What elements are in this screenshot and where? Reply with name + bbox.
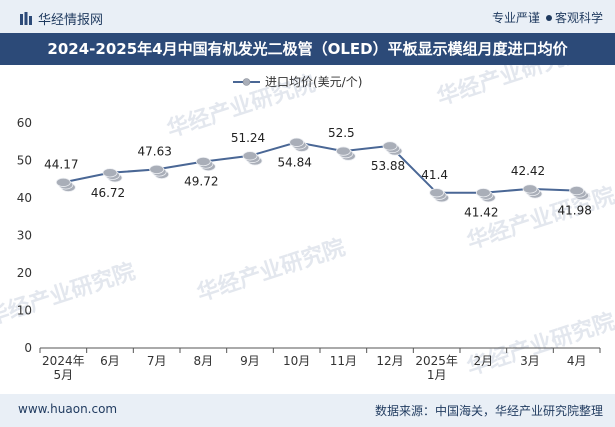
- x-tick-label: 8月: [194, 354, 214, 368]
- data-point-marker: [289, 137, 305, 147]
- x-tick-label: 2025年: [415, 354, 458, 368]
- data-point-marker: [382, 141, 398, 151]
- title-bar: 2024-2025年4月中国有机发光二极管（OLED）平板显示模组月度进口均价: [0, 33, 615, 65]
- brand-logo-icon: [20, 12, 32, 25]
- data-point-marker: [569, 185, 585, 196]
- data-label: 54.84: [277, 155, 311, 169]
- x-tick-label: 12月: [376, 354, 403, 368]
- data-label: 52.5: [328, 126, 355, 140]
- footer-source: 数据来源：中国海关，华经产业研究院整理: [374, 404, 603, 418]
- data-label: 51.24: [231, 131, 265, 145]
- data-point: [475, 188, 496, 203]
- x-tick-label: 11月: [330, 354, 357, 368]
- x-tick-label: 7月: [147, 354, 167, 368]
- tagline: 专业严谨 客观科学: [492, 9, 603, 26]
- x-tick-label: 5月: [54, 368, 74, 382]
- data-label: 41.4: [421, 168, 448, 182]
- tagline-left: 专业严谨: [491, 11, 540, 25]
- data-point: [195, 156, 216, 172]
- data-point-marker: [475, 188, 491, 198]
- brand: 华经情报网: [20, 9, 103, 28]
- y-tick-label: 40: [17, 191, 32, 205]
- footer-band: www.huaon.com 数据来源：中国海关，华经产业研究院整理: [0, 394, 615, 427]
- data-label: 49.72: [184, 175, 218, 189]
- data-point-marker: [335, 146, 351, 156]
- data-label: 53.88: [371, 159, 405, 173]
- footer-url: www.huaon.com: [18, 402, 118, 416]
- data-point-marker: [55, 177, 71, 187]
- data-point-marker: [195, 156, 211, 167]
- x-tick-label: 3月: [520, 354, 540, 368]
- watermark-text: 华经产业研究院: [434, 65, 589, 111]
- x-tick-label: 9月: [240, 354, 260, 368]
- series-layer: 44.17 46.72 47.63 49.72 51.24 54.84 52.5 53.88 4…: [44, 126, 592, 220]
- data-label: 44.17: [44, 157, 78, 171]
- data-point: [289, 137, 310, 152]
- y-tick-label: 50: [17, 154, 32, 168]
- y-tick-label: 20: [17, 266, 32, 280]
- data-point: [429, 188, 450, 203]
- watermark-text: 华经产业研究院: [464, 308, 615, 380]
- legend-label: 进口均价(美元/个): [265, 75, 362, 89]
- data-label: 47.63: [137, 144, 171, 158]
- x-tick-label: 2月: [474, 354, 494, 368]
- brand-name: 华经情报网: [38, 13, 104, 28]
- data-label: 41.98: [557, 204, 591, 218]
- y-tick-label: 0: [24, 341, 32, 355]
- data-label: 41.42: [464, 206, 498, 220]
- y-tick-label: 30: [17, 229, 32, 243]
- data-point-marker: [242, 151, 258, 161]
- data-point: [569, 185, 590, 201]
- data-point: [149, 164, 170, 179]
- data-point: [382, 141, 403, 156]
- bullet-dot-icon: [545, 14, 552, 21]
- data-point-marker: [149, 164, 165, 174]
- x-tick-label: 2024年: [42, 354, 85, 368]
- data-point-marker: [102, 168, 118, 178]
- data-point: [55, 177, 76, 192]
- legend: 进口均价(美元/个): [233, 75, 362, 89]
- watermark-layer: 华经产业研究院 华经产业研究院华经产业研究院华经产业研究院华经产业研究院华经产业研…: [0, 65, 615, 381]
- watermark-text: 华经产业研究院: [194, 234, 349, 306]
- legend-marker-swatch: [242, 78, 251, 86]
- x-tick-label: 1月: [427, 368, 447, 382]
- data-point: [102, 168, 123, 183]
- data-point-marker: [429, 188, 445, 198]
- data-label: 42.42: [511, 164, 545, 178]
- chart-title: 2024-2025年4月中国有机发光二极管（OLED）平板显示模组月度进口均价: [47, 40, 568, 58]
- line-chart: 华经产业研究院 华经产业研究院华经产业研究院华经产业研究院华经产业研究院华经产业研…: [0, 65, 615, 382]
- data-point: [522, 184, 543, 199]
- tagline-right: 客观科学: [554, 11, 603, 25]
- data-point: [335, 146, 356, 161]
- y-tick-label: 10: [17, 304, 32, 318]
- x-tick-label: 6月: [100, 354, 120, 368]
- data-label: 46.72: [91, 186, 125, 200]
- data-point: [242, 151, 263, 166]
- y-tick-label: 60: [17, 116, 32, 130]
- top-band: 华经情报网 专业严谨 客观科学: [0, 0, 615, 33]
- data-point-marker: [522, 184, 538, 194]
- x-tick-label: 4月: [567, 354, 587, 368]
- x-tick-label: 10月: [283, 354, 310, 368]
